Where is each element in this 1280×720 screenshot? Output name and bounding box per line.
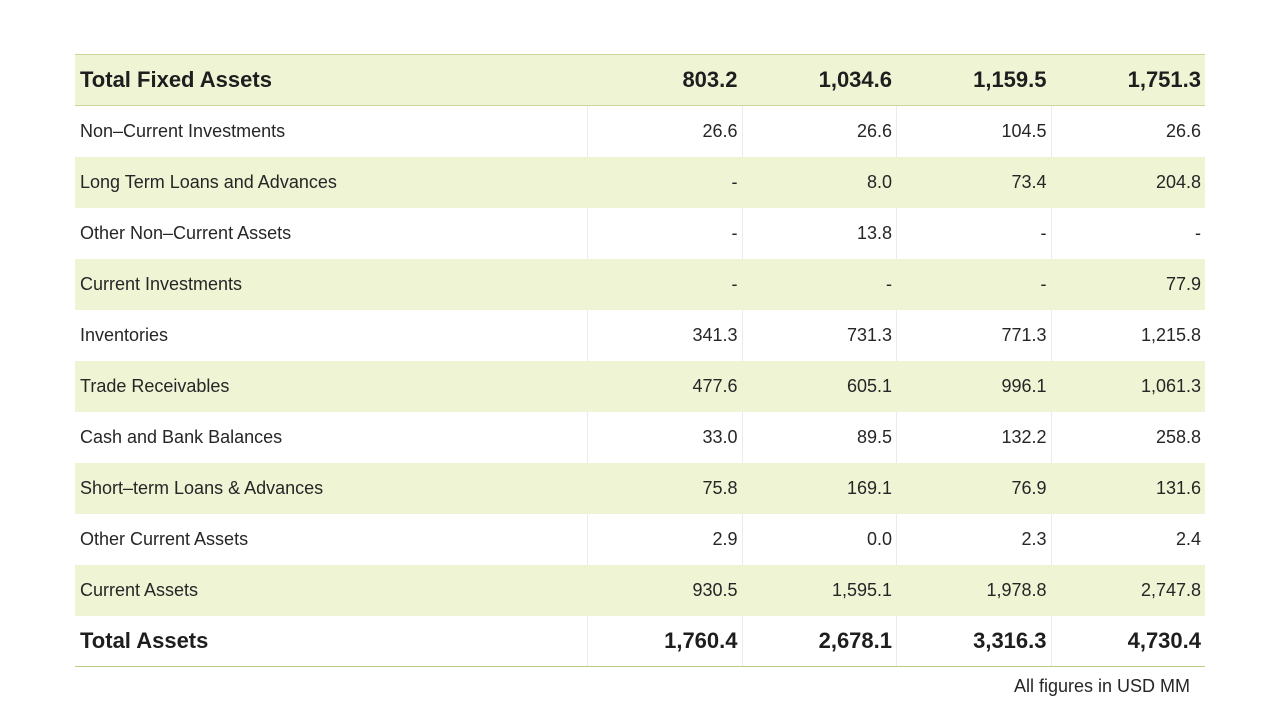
value-cell: 2,747.8: [1140, 580, 1201, 600]
units-footnote: All figures in USD MM: [1013, 676, 1190, 696]
value-cell: 13.8: [741, 208, 897, 259]
table-row-total-fixed-assets: Total Fixed Assets 803.2 1,034.6 1,159.5…: [75, 55, 1205, 106]
value-cell: 77.9: [1165, 274, 1201, 294]
value-cell: 1,751.3: [1127, 67, 1201, 92]
value-cell: -: [1040, 274, 1047, 294]
value-cell: 0.0: [741, 514, 897, 565]
table-row: Current Investments - - - 77.9: [75, 259, 1205, 310]
row-label: Inventories: [80, 325, 169, 345]
value-cell: 477.6: [692, 376, 738, 396]
value-cell: 1,978.8: [986, 580, 1047, 600]
value-cell: 2,678.1: [741, 616, 897, 666]
table-row: Current Assets 930.5 1,595.1 1,978.8 2,7…: [75, 565, 1205, 616]
value-cell: 4,730.4: [1050, 616, 1206, 666]
table-row: Trade Receivables 477.6 605.1 996.1 1,06…: [75, 361, 1205, 412]
value-cell: 3,316.3: [896, 616, 1051, 666]
value-cell: 26.6: [1050, 106, 1206, 157]
table-row: Other Non–Current Assets - 13.8 - -: [75, 208, 1205, 259]
value-cell: 104.5: [896, 106, 1051, 157]
value-cell: -: [731, 274, 738, 294]
value-cell: 26.6: [587, 106, 742, 157]
table-row-total-assets: Total Assets 1,760.4 2,678.1 3,316.3 4,7…: [75, 616, 1205, 667]
table-row: Long Term Loans and Advances - 8.0 73.4 …: [75, 157, 1205, 208]
value-cell: 169.1: [846, 478, 892, 498]
row-label: Other Non–Current Assets: [80, 223, 292, 243]
table-row: Cash and Bank Balances 33.0 89.5 132.2 2…: [75, 412, 1205, 463]
row-label: Trade Receivables: [80, 376, 230, 396]
row-label: Cash and Bank Balances: [80, 427, 283, 447]
value-cell: 1,159.5: [973, 67, 1047, 92]
value-cell: 1,034.6: [818, 67, 892, 92]
value-cell: 2.3: [896, 514, 1051, 565]
value-cell: 996.1: [1001, 376, 1047, 396]
value-cell: -: [886, 274, 892, 294]
value-cell: 1,595.1: [831, 580, 892, 600]
balance-sheet-table: Total Fixed Assets 803.2 1,034.6 1,159.5…: [75, 54, 1205, 667]
value-cell: 89.5: [741, 412, 897, 463]
value-cell: 341.3: [587, 310, 742, 361]
value-cell: 132.2: [896, 412, 1051, 463]
table-top-rule: [75, 54, 1205, 55]
value-cell: 771.3: [896, 310, 1051, 361]
value-cell: 605.1: [846, 376, 892, 396]
table-row: Non–Current Investments 26.6 26.6 104.5 …: [75, 106, 1205, 157]
value-cell: 731.3: [741, 310, 897, 361]
value-cell: 258.8: [1050, 412, 1206, 463]
value-cell: -: [731, 172, 738, 192]
value-cell: 131.6: [1155, 478, 1201, 498]
table-row: Other Current Assets 2.9 0.0 2.3 2.4: [75, 514, 1205, 565]
value-cell: 76.9: [1011, 478, 1047, 498]
value-cell: 1,215.8: [1050, 310, 1206, 361]
value-cell: 204.8: [1155, 172, 1201, 192]
value-cell: 930.5: [692, 580, 738, 600]
row-label: Current Investments: [80, 274, 243, 294]
row-label: Short–term Loans & Advances: [80, 478, 324, 498]
value-cell: 1,760.4: [587, 616, 742, 666]
table-row: Inventories 341.3 731.3 771.3 1,215.8: [75, 310, 1205, 361]
table-row: Short–term Loans & Advances 75.8 169.1 7…: [75, 463, 1205, 514]
value-cell: 8.0: [866, 172, 892, 192]
row-label: Non–Current Investments: [80, 121, 286, 141]
value-cell: -: [587, 208, 742, 259]
value-cell: 75.8: [702, 478, 738, 498]
value-cell: 73.4: [1011, 172, 1047, 192]
row-label: Current Assets: [80, 580, 199, 600]
row-label: Total Assets: [80, 628, 209, 653]
value-cell: 2.9: [587, 514, 742, 565]
value-cell: 803.2: [682, 67, 738, 92]
value-cell: 26.6: [741, 106, 897, 157]
value-cell: -: [896, 208, 1051, 259]
row-label: Other Current Assets: [80, 529, 249, 549]
value-cell: 2.4: [1050, 514, 1206, 565]
value-cell: -: [1050, 208, 1206, 259]
row-label: Total Fixed Assets: [80, 67, 272, 92]
value-cell: 33.0: [587, 412, 742, 463]
value-cell: 1,061.3: [1140, 376, 1201, 396]
row-label: Long Term Loans and Advances: [80, 172, 337, 192]
